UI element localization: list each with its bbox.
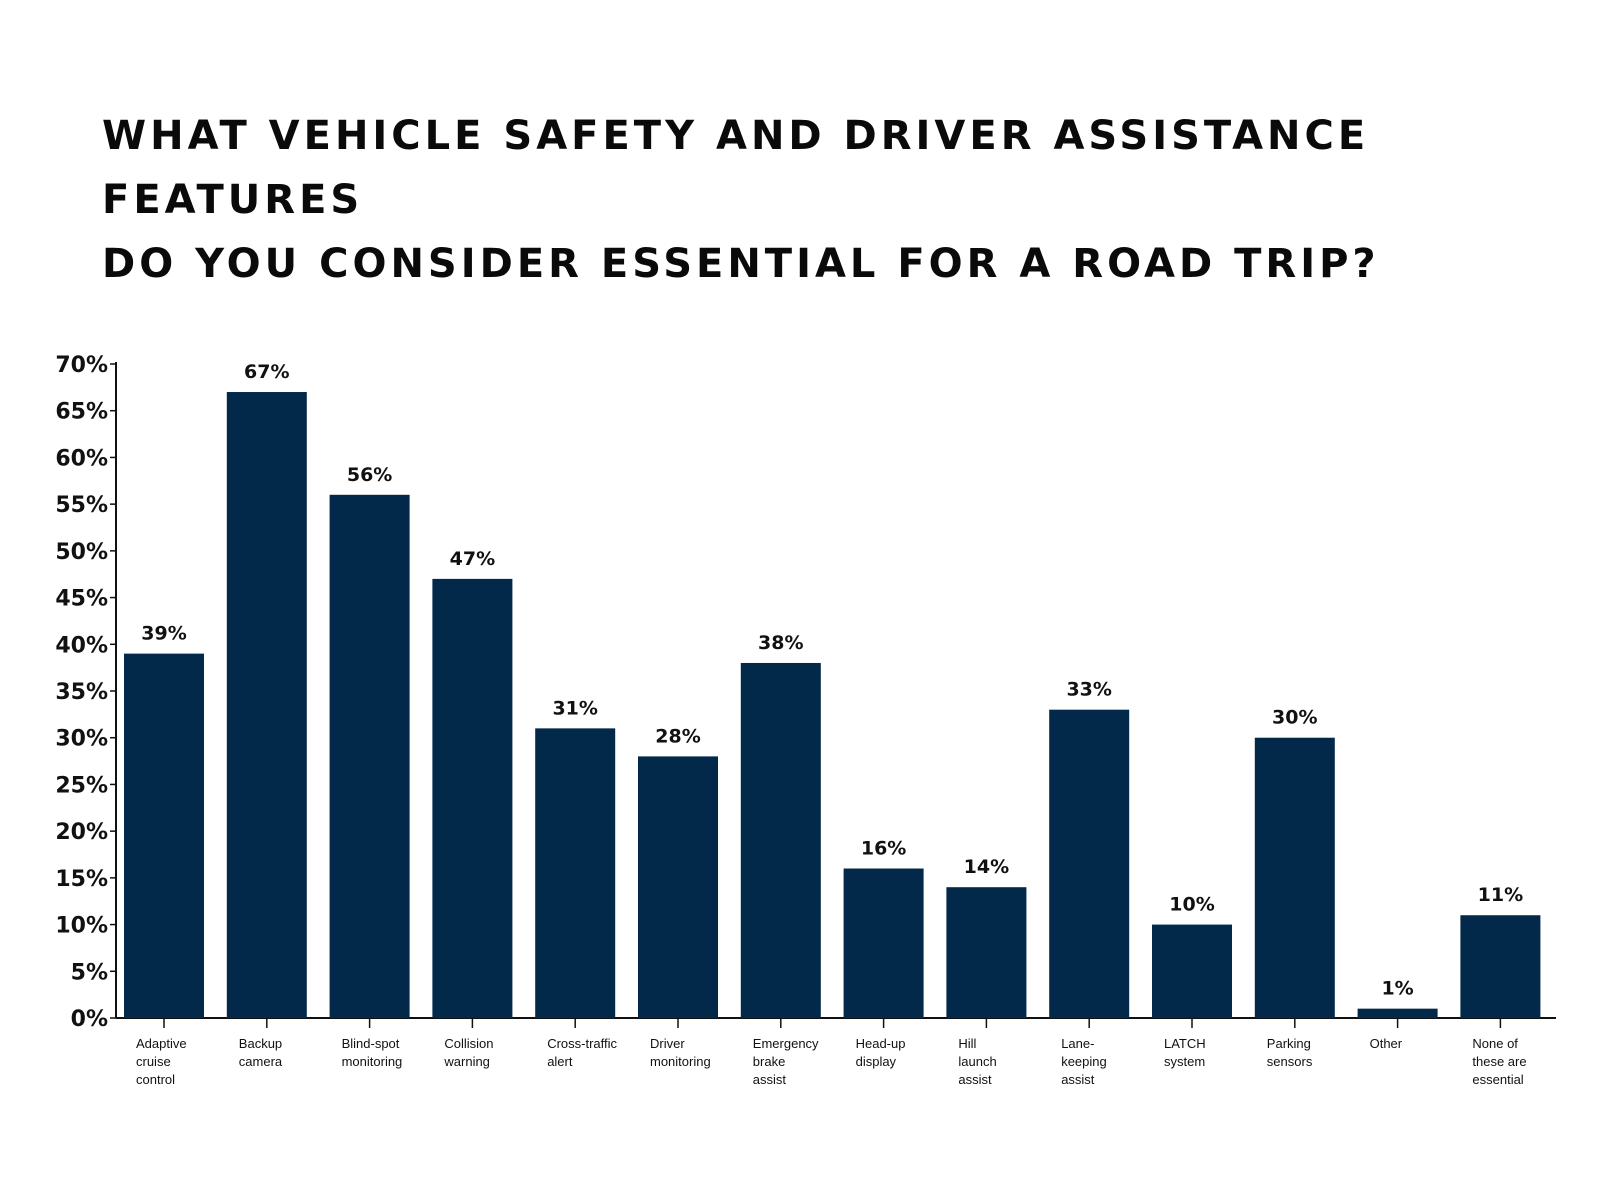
bar xyxy=(535,728,616,1018)
bar xyxy=(226,392,307,1018)
y-tick-label: 5% xyxy=(71,960,108,985)
x-tick-label: Hill launch assist xyxy=(958,1036,996,1087)
data-label: 10% xyxy=(1169,894,1214,916)
data-label: 33% xyxy=(1066,679,1111,701)
x-tick-label: Lane-keeping assist xyxy=(1061,1036,1107,1087)
y-tick-label: 70% xyxy=(55,353,108,378)
data-label: 1% xyxy=(1381,978,1413,1000)
bar xyxy=(329,494,410,1018)
bar xyxy=(1357,1008,1438,1018)
y-tick-label: 10% xyxy=(55,914,108,939)
y-tick-label: 15% xyxy=(55,867,108,892)
x-tick-label: Blind-spot monitoring xyxy=(342,1036,403,1069)
bar xyxy=(946,887,1027,1018)
data-label: 67% xyxy=(244,361,289,383)
y-tick-label: 55% xyxy=(55,493,108,518)
y-tick-label: 45% xyxy=(55,587,108,612)
data-label: 30% xyxy=(1272,707,1317,729)
data-label: 39% xyxy=(141,623,186,645)
title-line-2: DO YOU CONSIDER ESSENTIAL FOR A ROAD TRI… xyxy=(102,241,1380,287)
title-line-1: WHAT VEHICLE SAFETY AND DRIVER ASSISTANC… xyxy=(102,113,1370,223)
data-label: 47% xyxy=(450,548,495,570)
y-tick-label: 30% xyxy=(55,727,108,752)
y-tick-label: 20% xyxy=(55,820,108,845)
y-tick-label: 60% xyxy=(55,446,108,471)
chart-title: WHAT VEHICLE SAFETY AND DRIVER ASSISTANC… xyxy=(102,104,1600,296)
data-label: 56% xyxy=(347,464,392,486)
y-tick-label: 65% xyxy=(55,400,108,425)
y-tick-label: 40% xyxy=(55,633,108,658)
x-tick-label: Head-up display xyxy=(856,1036,906,1069)
bar xyxy=(1254,737,1335,1018)
x-tick-label: LATCH system xyxy=(1164,1036,1206,1069)
bar xyxy=(1152,924,1232,1018)
data-label: 16% xyxy=(861,838,906,860)
x-tick-label: Parking sensors xyxy=(1267,1036,1313,1069)
bar xyxy=(740,662,821,1018)
data-label: 14% xyxy=(964,856,1009,878)
data-label: 11% xyxy=(1478,884,1523,906)
x-tick-label: None of these are essential xyxy=(1472,1036,1526,1087)
bar xyxy=(843,868,924,1018)
y-tick-label: 35% xyxy=(55,680,108,705)
data-label: 38% xyxy=(758,632,803,654)
x-tick-label: Collision warning xyxy=(443,1036,493,1069)
x-tick-label: Backup camera xyxy=(239,1036,283,1069)
data-label: 31% xyxy=(552,697,597,719)
x-tick-label: Cross-traffic alert xyxy=(547,1036,617,1069)
x-tick-label: Driver monitoring xyxy=(650,1036,711,1069)
bar xyxy=(124,653,204,1018)
y-tick-label: 25% xyxy=(55,773,108,798)
bar xyxy=(638,756,718,1018)
x-tick-label: Adaptive cruise control xyxy=(136,1036,187,1087)
y-tick-label: 50% xyxy=(55,540,108,565)
bar xyxy=(432,578,513,1018)
x-tick-label: Other xyxy=(1370,1036,1403,1051)
y-tick-label: 0% xyxy=(71,1007,108,1032)
data-label: 28% xyxy=(655,725,700,747)
bar xyxy=(1460,915,1541,1018)
x-tick-label: Emergency brake assist xyxy=(753,1036,819,1087)
bar xyxy=(1049,709,1130,1018)
